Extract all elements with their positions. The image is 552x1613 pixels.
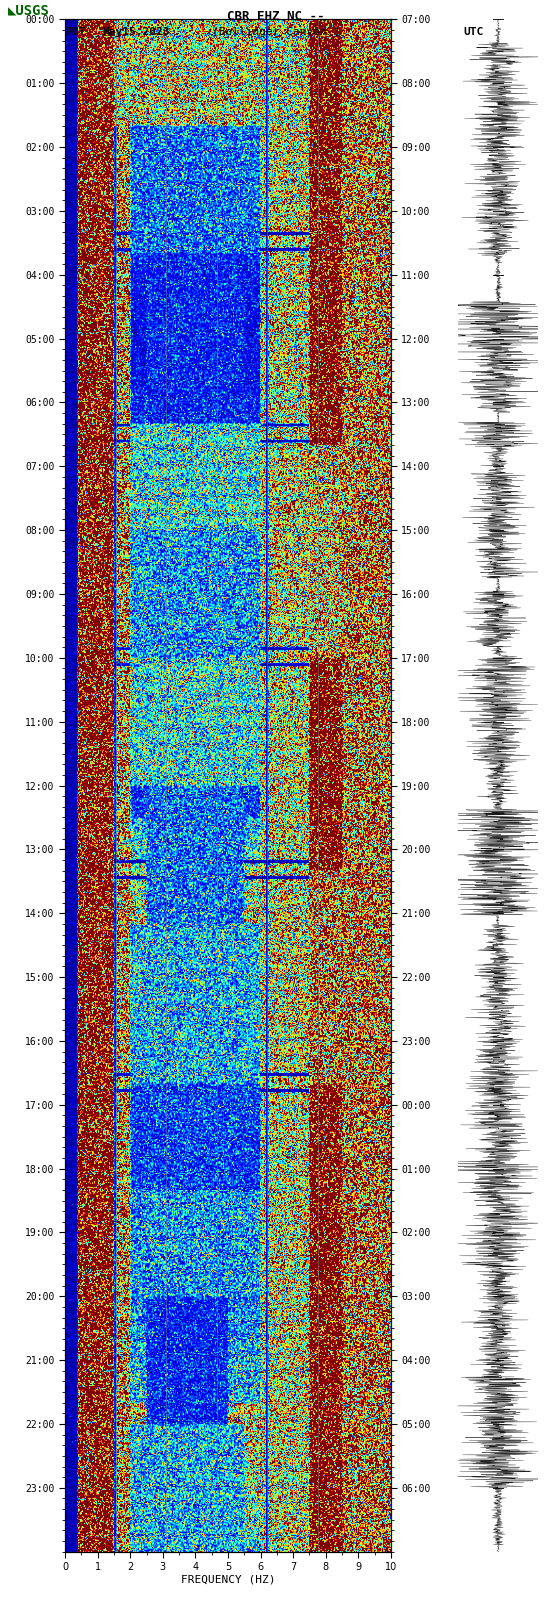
Text: May15,2023: May15,2023 — [102, 27, 169, 37]
Text: UTC: UTC — [464, 27, 484, 37]
Text: ◣USGS: ◣USGS — [8, 3, 50, 18]
Text: PDT: PDT — [65, 27, 86, 37]
Text: CBR EHZ NC --: CBR EHZ NC -- — [227, 10, 325, 23]
X-axis label: FREQUENCY (HZ): FREQUENCY (HZ) — [181, 1574, 275, 1586]
Text: (Bollinger Canyon ): (Bollinger Canyon ) — [212, 27, 340, 37]
